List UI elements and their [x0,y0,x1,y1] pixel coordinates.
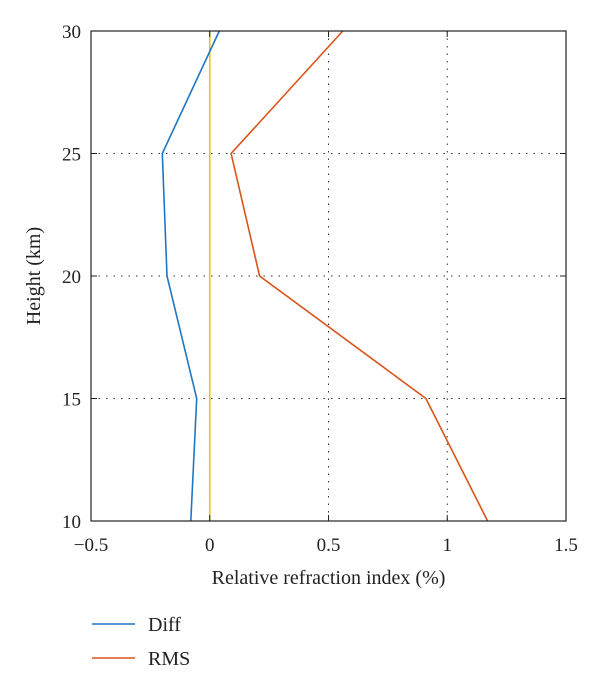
series-line-diff [161,30,221,522]
x-tick-label: 1.5 [554,535,578,556]
legend-label-diff: Diff [148,614,181,636]
y-tick-label: 30 [62,22,81,43]
legend-label-rms: RMS [148,648,190,670]
x-tick-label: 1 [443,535,453,556]
grid [91,31,566,521]
y-tick-label: 10 [62,512,81,533]
series-line-rms [230,30,489,522]
x-tick-label: 0.5 [317,535,341,556]
x-tick-label: 0 [205,535,215,556]
legend: Diff RMS [92,614,190,670]
series-lines [161,30,489,522]
y-axis-title: Height (km) [23,227,45,325]
x-tick-label: −0.5 [74,535,108,556]
axis-ticks: −0.5 0 0.5 1 1.5 10 15 20 25 30 [62,22,578,556]
y-tick-label: 25 [62,145,81,166]
y-tick-label: 15 [62,390,81,411]
plot-frame [90,30,567,522]
x-axis-title: Relative refraction index (%) [212,567,446,589]
y-tick-label: 20 [62,267,81,288]
